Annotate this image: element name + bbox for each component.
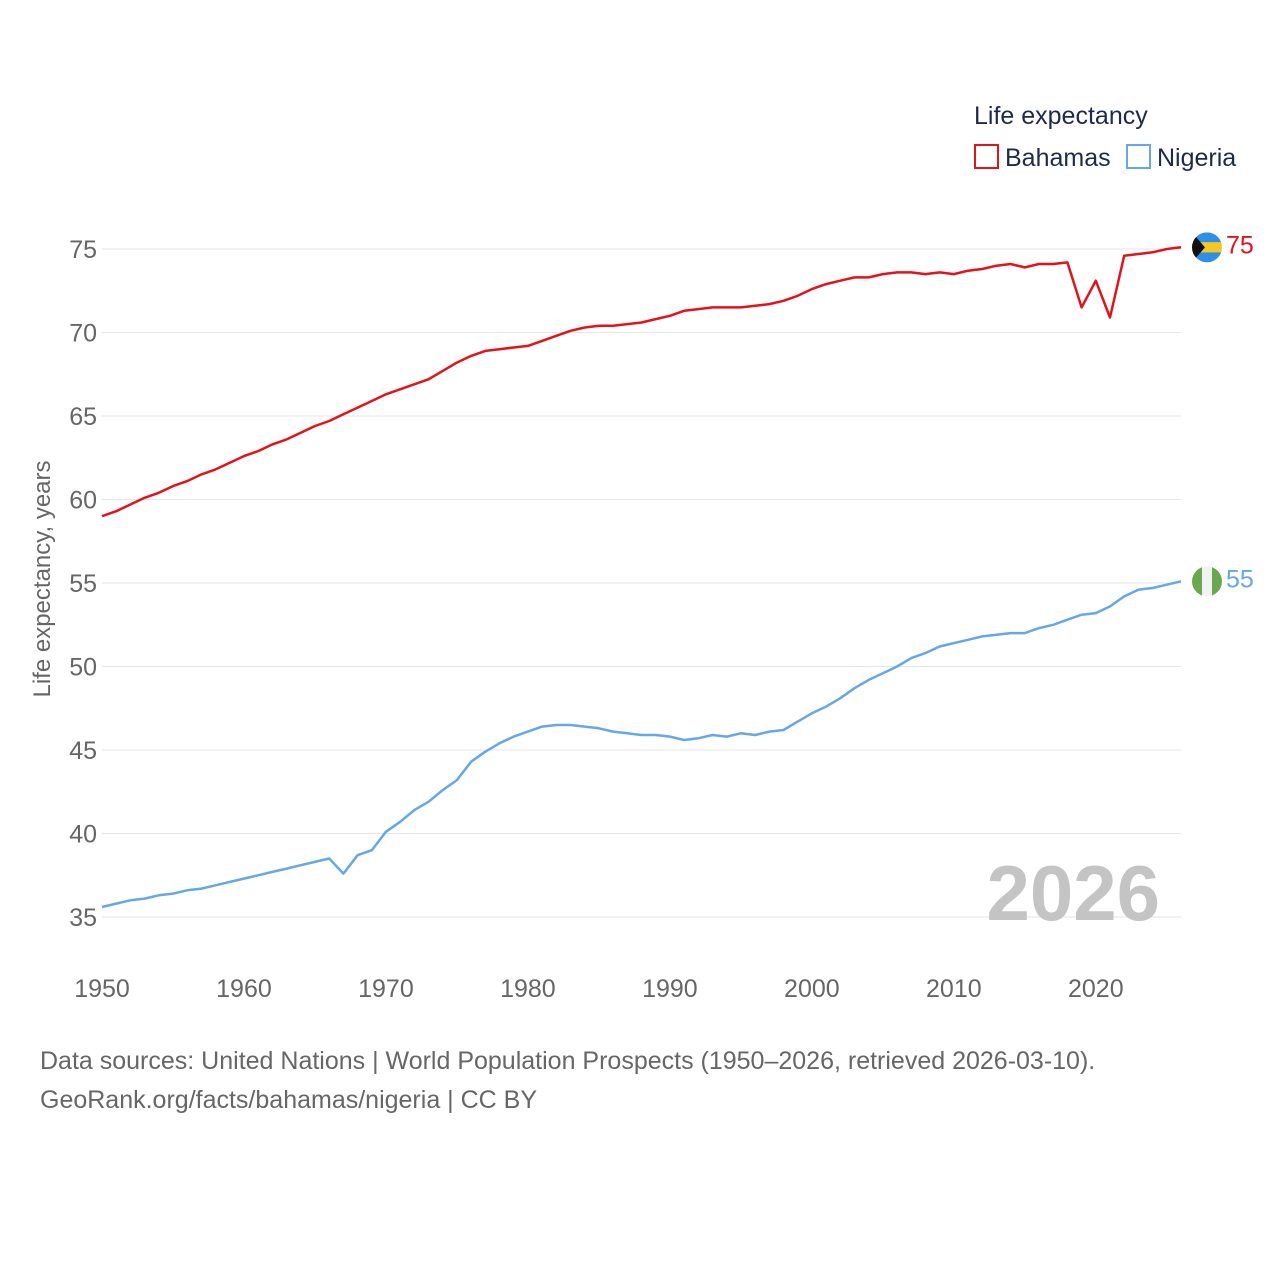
- attribution-link[interactable]: GeoRank.org/facts/bahamas/nigeria | CC B…: [40, 1086, 538, 1114]
- data-sources-text: Data sources: United Nations | World Pop…: [40, 1047, 1096, 1075]
- y-tick-label-70: 70: [69, 320, 97, 348]
- y-tick-label-55: 55: [69, 570, 97, 598]
- x-tick-label-2000: 2000: [784, 975, 840, 1003]
- bahamas-end-value-label: 75: [1226, 231, 1254, 259]
- legend-swatch-nigeria: [1126, 144, 1151, 169]
- legend-label-bahamas: Bahamas: [1005, 144, 1111, 172]
- series-line-bahamas: [101, 246, 1182, 518]
- series-line-nigeria: [101, 580, 1182, 909]
- y-tick-label-50: 50: [69, 654, 97, 682]
- year-label: 2026: [986, 849, 1160, 937]
- x-tick-label-2020: 2020: [1068, 975, 1124, 1003]
- footer: Data sources: United Nations | World Pop…: [40, 1042, 1095, 1120]
- nigeria-end-value-label: 55: [1226, 565, 1254, 593]
- y-tick-label-75: 75: [69, 236, 97, 264]
- nigeria-flag-icon: [1192, 566, 1222, 597]
- y-tick-label-40: 40: [69, 821, 97, 849]
- x-tick-label-2010: 2010: [926, 975, 982, 1003]
- x-tick-label-1970: 1970: [358, 975, 414, 1003]
- y-tick-label-45: 45: [69, 737, 97, 765]
- x-tick-label-1950: 1950: [74, 975, 130, 1003]
- bahamas-flag-icon: [1192, 232, 1222, 263]
- y-tick-label-65: 65: [69, 403, 97, 431]
- x-tick-label-1960: 1960: [216, 975, 272, 1003]
- legend-swatch-bahamas: [974, 144, 999, 169]
- y-tick-label-35: 35: [69, 904, 97, 932]
- y-tick-label-60: 60: [69, 487, 97, 515]
- legend-label-nigeria: Nigeria: [1157, 144, 1236, 172]
- x-tick-label-1990: 1990: [642, 975, 698, 1003]
- legend-title: Life expectancy: [974, 102, 1148, 130]
- x-tick-label-1980: 1980: [500, 975, 556, 1003]
- y-axis-label: Life expectancy, years: [29, 460, 56, 697]
